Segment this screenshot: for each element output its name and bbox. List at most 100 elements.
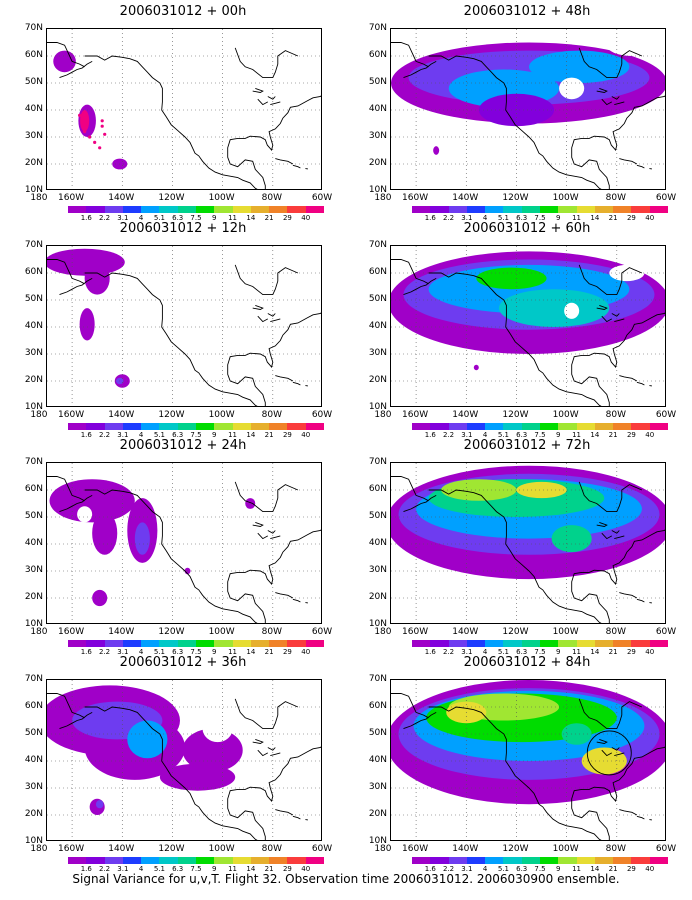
variance-contour <box>127 720 168 759</box>
coastline <box>47 259 85 285</box>
colorbar-label: 40 <box>301 865 311 873</box>
colorbar-label: 1.6 <box>80 431 92 439</box>
variance-contour <box>159 763 236 791</box>
map-panel: 2006031012 + 72h 70N 60N 50N 40N 30N 20N 10N 180… <box>357 438 692 656</box>
colorbar-label: 11 <box>572 431 582 439</box>
coastline <box>275 809 294 816</box>
colorbar-swatch <box>594 206 614 213</box>
lon-tick-label: 160W <box>402 627 429 637</box>
lon-tick-label: 180 <box>30 410 48 420</box>
lon-tick-label: 140W <box>452 193 479 203</box>
map-canvas <box>47 29 321 189</box>
coastline <box>227 312 321 406</box>
lat-tick-label: 20N <box>368 158 387 168</box>
lon-tick-label: 60W <box>311 193 333 203</box>
colorbar-label: 1.6 <box>424 214 436 222</box>
coastline <box>611 96 620 100</box>
colorbar-label: 21 <box>608 865 618 873</box>
figure-caption: Signal Variance for u,v,T. Flight 32. Ob… <box>72 872 620 886</box>
coastline <box>84 489 258 623</box>
flight-track-point <box>88 135 92 139</box>
colorbar-swatch <box>305 857 324 864</box>
colorbar-swatch <box>558 640 577 647</box>
colorbar-swatch <box>104 640 123 647</box>
lon-tick-label: 60W <box>655 410 677 420</box>
colorbar-label: 21 <box>608 214 618 222</box>
colorbar-swatch <box>521 857 540 864</box>
coastline <box>391 693 429 719</box>
colorbar-swatch <box>195 206 215 213</box>
variance-contour <box>53 50 76 73</box>
lon-tick-label: 140W <box>108 193 135 203</box>
lat-tick-label: 30N <box>24 348 43 358</box>
coastline <box>403 712 437 730</box>
colorbar-label: 40 <box>645 865 655 873</box>
colorbar-label: 4 <box>482 214 488 222</box>
lon-tick-label: 60W <box>655 627 677 637</box>
colorbar-label: 5.1 <box>153 214 165 222</box>
coastline <box>601 98 613 106</box>
colorbar-label: 1.6 <box>80 214 92 222</box>
variance-contour <box>92 511 118 555</box>
colorbar-label: 9 <box>556 865 561 873</box>
panel-title: 2006031012 + 12h <box>119 221 247 236</box>
variance-contour <box>79 308 95 341</box>
lat-tick-label: 60N <box>24 701 43 711</box>
lat-tick-label: 50N <box>24 728 43 738</box>
colorbar-swatch <box>448 640 467 647</box>
coastline <box>601 749 613 757</box>
colorbar-swatch <box>104 857 123 864</box>
colorbar-label: 14 <box>590 865 600 873</box>
lon-tick-label: 80W <box>261 844 282 854</box>
colorbar-swatch <box>214 423 233 430</box>
coastline <box>257 532 269 540</box>
lon-tick-label: 180 <box>30 193 48 203</box>
coastline <box>257 315 269 323</box>
coastline <box>636 164 645 169</box>
colorbar-swatch <box>250 423 270 430</box>
variance-contour <box>498 289 610 327</box>
colorbar-label: 29 <box>282 214 292 222</box>
lat-tick-label: 20N <box>368 592 387 602</box>
colorbar-label: 6.3 <box>172 865 184 873</box>
lat-tick-label: 10N <box>368 836 387 846</box>
coastline <box>234 698 299 730</box>
colorbar <box>412 640 668 647</box>
panel-title: 2006031012 + 36h <box>119 655 247 670</box>
lon-tick-label: 180 <box>374 627 392 637</box>
panel-title: 2006031012 + 60h <box>463 221 591 236</box>
colorbar-swatch <box>287 206 306 213</box>
colorbar-swatch <box>269 206 288 213</box>
map-canvas <box>391 29 665 189</box>
coastline <box>571 746 665 840</box>
colorbar-swatch <box>68 423 87 430</box>
coastline <box>403 278 437 296</box>
lat-tick-label: 40N <box>24 321 43 331</box>
lon-tick-label: 100W <box>552 193 579 203</box>
colorbar-label: 6.3 <box>172 648 184 656</box>
colorbar-label: 14 <box>246 214 256 222</box>
colorbar-label: 6.3 <box>516 431 528 439</box>
colorbar-swatch <box>412 857 431 864</box>
colorbar-label: 7.5 <box>190 648 202 656</box>
coastline <box>267 747 276 751</box>
variance-contour <box>606 34 657 56</box>
colorbar-label: 7.5 <box>190 214 202 222</box>
colorbar-swatch <box>631 423 650 430</box>
coastline <box>270 318 281 323</box>
colorbar-label: 9 <box>212 865 217 873</box>
colorbar-swatch <box>430 423 449 430</box>
coastline <box>84 272 258 406</box>
colorbar-swatch <box>141 423 160 430</box>
colorbar-swatch <box>521 423 540 430</box>
map-panel: 2006031012 + 36h 70N 60N 50N 40N 30N 20N 10N 180… <box>13 655 353 873</box>
flight-track-point <box>83 130 87 134</box>
variance-contour <box>77 506 93 523</box>
colorbar <box>68 857 324 864</box>
lon-tick-label: 60W <box>655 193 677 203</box>
coastline <box>428 706 602 840</box>
panel-title: 2006031012 + 24h <box>119 438 247 453</box>
variance-contour <box>559 77 585 100</box>
colorbar-label: 9 <box>212 648 217 656</box>
lon-tick-label: 180 <box>374 193 392 203</box>
